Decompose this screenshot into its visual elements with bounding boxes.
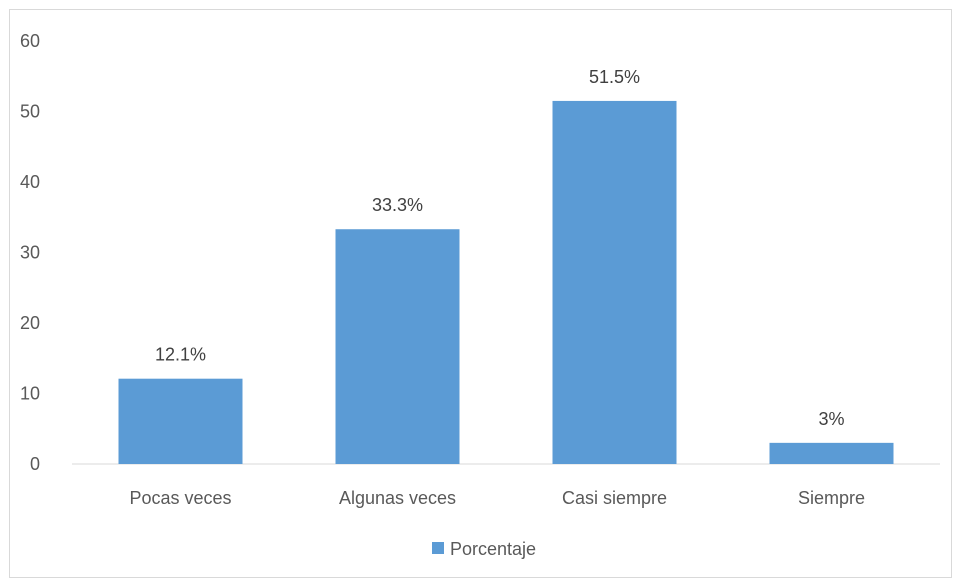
bar-chart: 0 10 20 30 40 50 60 12.1% 33.3% 51.5% 3% Pocas ve… <box>20 31 940 559</box>
y-tick-label: 30 <box>20 243 40 263</box>
data-labels: 12.1% 33.3% 51.5% 3% <box>155 67 845 429</box>
bar <box>769 442 894 464</box>
data-label: 51.5% <box>589 67 640 87</box>
y-tick-label: 20 <box>20 313 40 333</box>
bar-series <box>118 100 894 465</box>
data-label: 33.3% <box>372 195 423 215</box>
bar <box>335 229 460 464</box>
legend-label: Porcentaje <box>450 539 536 559</box>
x-tick-label: Pocas veces <box>129 488 231 508</box>
x-tick-label: Casi siempre <box>562 488 667 508</box>
data-label: 3% <box>818 409 844 429</box>
y-tick-label: 50 <box>20 102 40 122</box>
y-tick-label: 10 <box>20 384 40 404</box>
x-tick-label: Siempre <box>798 488 865 508</box>
x-axis-ticks: Pocas veces Algunas veces Casi siempre Siem… <box>129 488 865 508</box>
y-tick-label: 40 <box>20 172 40 192</box>
bar <box>118 378 243 464</box>
y-axis-ticks: 0 10 20 30 40 50 60 <box>20 31 40 474</box>
y-tick-label: 60 <box>20 31 40 51</box>
data-label: 12.1% <box>155 345 206 365</box>
x-tick-label: Algunas veces <box>339 488 456 508</box>
bar <box>552 100 677 465</box>
y-tick-label: 0 <box>30 454 40 474</box>
chart-area: 0 10 20 30 40 50 60 12.1% 33.3% 51.5% 3% Pocas ve… <box>9 9 952 578</box>
legend-swatch <box>432 542 444 554</box>
legend: Porcentaje <box>432 539 536 559</box>
